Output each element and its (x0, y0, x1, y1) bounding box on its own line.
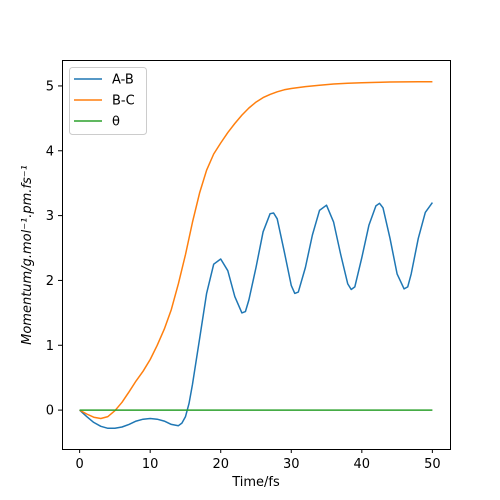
x-tick-label-1: 10 (142, 457, 159, 472)
y-tick-label-1: 1 (46, 339, 54, 354)
x-tick-label-2: 20 (212, 457, 229, 472)
legend-label-1: B-C (112, 94, 135, 109)
x-tick-label-4: 40 (354, 457, 371, 472)
y-tick-label-5: 5 (46, 79, 54, 94)
x-tick-label-5: 50 (424, 457, 441, 472)
y-axis-ticks: 0 1 2 3 4 5 (46, 79, 62, 419)
y-tick-label-4: 4 (46, 144, 54, 159)
series-line-1 (79, 80, 433, 420)
plot-frame (62, 60, 451, 450)
x-tick-label-0: 0 (75, 457, 83, 472)
legend: A-B B-C θ (69, 67, 147, 135)
y-tick-label-3: 3 (46, 209, 54, 224)
legend-box (69, 67, 147, 135)
x-axis-label: Time/fs (231, 475, 280, 490)
y-axis-label: Momentum/g.mol⁻¹.pm.fs⁻¹ (20, 165, 35, 345)
y-tick-label-0: 0 (46, 404, 54, 419)
legend-label-2: θ (112, 115, 120, 130)
series-layer (79, 80, 434, 430)
x-tick-label-3: 30 (283, 457, 300, 472)
y-tick-label-2: 2 (46, 274, 54, 289)
series-line-0 (79, 202, 434, 430)
legend-label-0: A-B (112, 73, 134, 88)
x-axis-ticks: 0 10 20 30 40 50 (75, 449, 441, 472)
